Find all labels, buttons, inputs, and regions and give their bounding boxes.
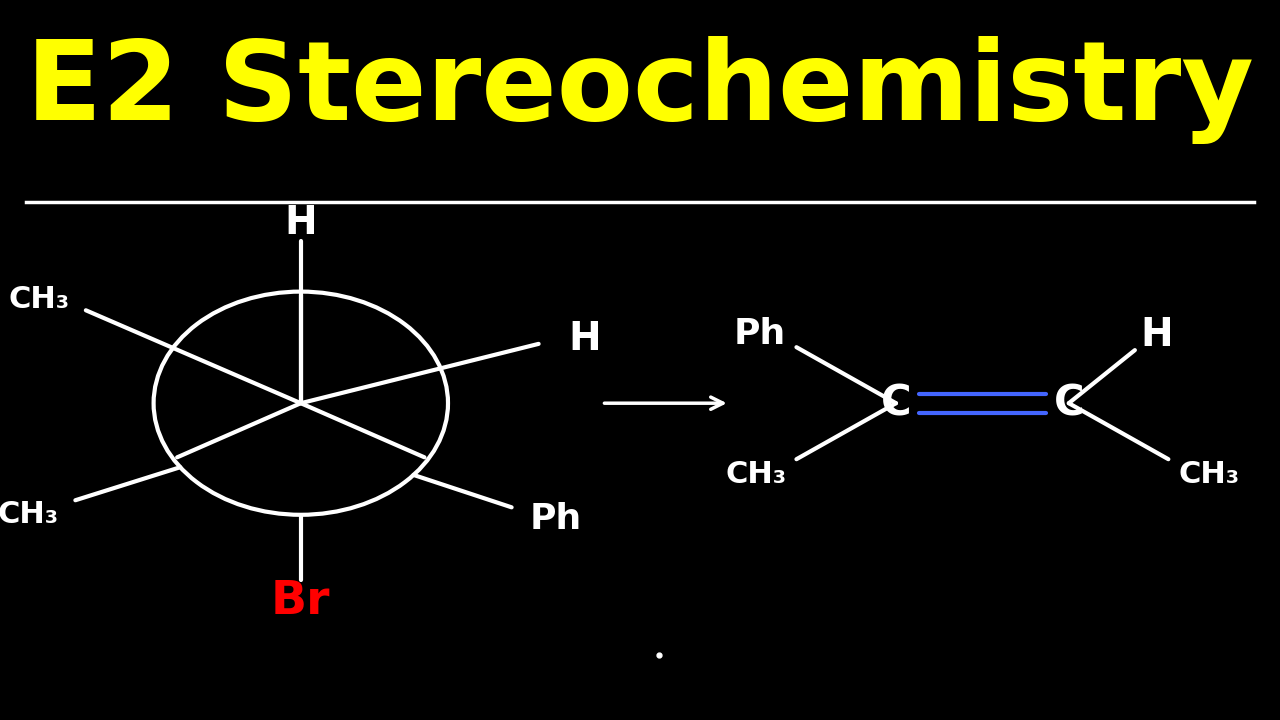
Text: Ph: Ph: [735, 318, 786, 351]
Text: E2 Stereochemistry: E2 Stereochemistry: [26, 36, 1254, 144]
Text: Ph: Ph: [530, 502, 582, 536]
Text: CH₃: CH₃: [0, 500, 59, 529]
Text: H: H: [284, 204, 317, 242]
Text: H: H: [1140, 316, 1174, 354]
Text: Br: Br: [271, 579, 330, 624]
Text: C: C: [1053, 382, 1084, 424]
Text: CH₃: CH₃: [1179, 460, 1239, 489]
Text: C: C: [881, 382, 911, 424]
Text: CH₃: CH₃: [8, 285, 69, 315]
Text: CH₃: CH₃: [726, 460, 786, 489]
Text: H: H: [568, 320, 602, 359]
